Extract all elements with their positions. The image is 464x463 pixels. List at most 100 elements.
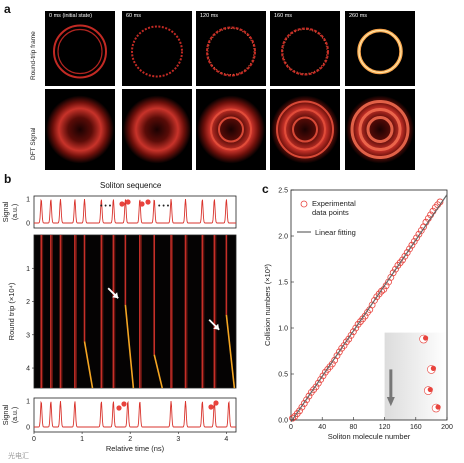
c-data-point [340,342,348,349]
soliton-ring-sparkle [282,29,328,74]
molecule-icon [125,199,131,205]
b-bot-ytick: 1 [26,399,30,406]
legend-points-label: Experimental [312,199,356,208]
panel-a-letter: a [4,2,11,16]
c-data-point [406,245,413,253]
c-data-point [352,324,360,332]
frame-label: 60 ms [126,13,141,19]
dft-ring [284,108,326,151]
c-data-point [317,376,325,383]
tile-image [197,95,265,164]
panel-c-letter: c [262,182,269,196]
legend-line-label: Linear fitting [315,228,356,237]
round-trip-frame-tile: 160 ms [270,11,340,86]
c-xtick: 80 [350,424,358,431]
b-xtick: 3 [176,436,180,443]
soliton-ring-core [358,29,402,74]
signal-label: Signal [1,404,10,425]
molecule-icon [208,404,214,410]
legend-marker-icon [300,200,308,208]
dft-ring [218,116,244,143]
dft-ring [350,100,410,159]
c-data-point [335,348,343,356]
c-data-point [408,241,416,249]
b-top-ytick: 0 [26,221,30,228]
dft-signal-tile [45,89,115,170]
c-ytick: 2.0 [278,234,288,241]
panel-b-letter: b [4,172,12,186]
c-ytick: 1.0 [278,326,288,333]
c-xtick: 120 [379,424,391,431]
round-trip-frame-tile: 60 ms [122,11,192,86]
c-ylabel: Collision numbers (×10³) [263,264,272,346]
c-data-point [371,296,378,304]
c-data-point [312,383,320,391]
frame-label: 260 ms [349,13,368,19]
molecule-icon [145,199,151,205]
b-xtick: 1 [80,436,84,443]
c-data-point [289,414,296,422]
frame-label: 0 ms (initial state) [49,13,93,19]
tile-image [46,95,114,164]
round-trip-frame-tile: 120 ms [196,11,266,86]
c-data-point [345,335,353,343]
soliton-ring [281,27,329,76]
c-data-point [415,230,423,238]
c-inset-arrowhead-icon [386,397,395,407]
b-bottom-frame [33,397,237,433]
c-data-point [392,265,399,273]
round-trip-frame-tile: 0 ms (initial state) [45,11,115,86]
c-data-point [401,252,409,260]
dft-glow [46,95,114,164]
frame-label: 160 ms [274,13,293,19]
dft-ring [366,116,394,143]
collision-molecule-icon [430,365,436,371]
b-mid-ytick: 3 [26,332,30,339]
c-fit-line [290,194,448,423]
soliton-ring [206,26,256,77]
b-xtick: 0 [32,436,36,443]
molecule-icon [213,400,219,406]
round-trip-frame-tile: 260 ms [345,11,415,86]
watermark: 光电汇 [8,453,29,460]
collision-molecule-icon [435,404,441,410]
soliton-sequence-title: Soliton sequence [100,181,162,190]
tile-image [281,27,329,76]
c-ytick: 0.0 [278,418,288,425]
b-mid-ytick: 2 [26,299,30,306]
soliton-ring-sparkle [207,28,255,75]
ellipsis: • • • [100,203,112,210]
c-data-point [389,269,397,277]
dft-signal-tile [270,89,340,170]
tile-image [131,25,183,78]
molecule-icon [116,405,122,411]
c-data-point [305,392,313,400]
collision-molecule-icon [423,335,429,341]
tile-image [123,95,191,164]
c-data-point [413,234,420,242]
arrow-head-icon [112,292,119,299]
c-xtick: 40 [318,424,326,431]
c-data-point [333,352,341,360]
signal-label: Signal [1,201,10,222]
soliton-ring [53,24,107,79]
c-data-point [296,407,303,415]
dft-signal-tile [196,89,266,170]
tile-image [271,95,339,164]
dft-glow [123,95,191,164]
tile-image [346,95,414,164]
collision-molecule-icon [427,386,433,393]
c-data-point [417,227,425,234]
c-data-point [403,249,411,256]
soliton-ring-inner [57,28,103,75]
dft-signal-tile [122,89,192,170]
c-xtick: 200 [441,424,453,431]
b-top-trace [34,198,236,224]
b-xlabel: Relative time (ns) [106,444,165,453]
b-mid-ytick: 1 [26,266,30,273]
dft-glow [197,95,265,164]
signal-unit: (a.u.) [12,407,19,423]
c-xtick: 0 [289,424,293,431]
